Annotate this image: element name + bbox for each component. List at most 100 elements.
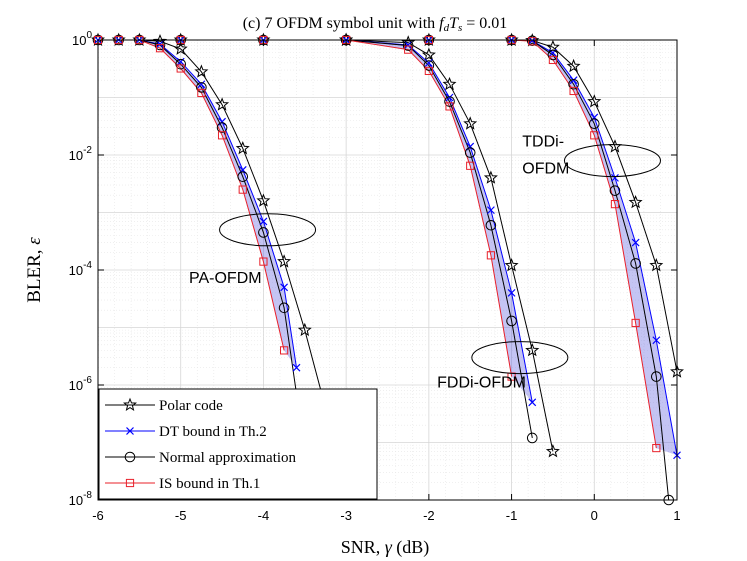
legend: Polar code DT bound in Th.2 Normal approxi… <box>98 388 378 500</box>
data-point-tddi-ofdm-polar-code <box>587 94 602 108</box>
series-line-fddi-ofdm-polar-code <box>180 40 554 452</box>
y-tick-label: 10-6 <box>69 375 93 393</box>
data-point-tddi-ofdm-is-bound-in-th-1 <box>590 131 599 140</box>
annotation-label: FDDi-OFDM <box>437 375 526 392</box>
data-point-pa-ofdm-normal-approximation <box>278 302 290 314</box>
data-point-pa-ofdm-is-bound-in-th-1 <box>259 257 268 266</box>
x-tick-label: -5 <box>175 508 187 523</box>
data-point-pa-ofdm-polar-code <box>173 41 188 55</box>
chart-title: (c) 7 OFDM symbol unit with fdTs = 0.01 <box>243 15 508 34</box>
series-line-pa-ofdm-is-bound-in-th-1 <box>98 40 285 351</box>
data-point-pa-ofdm-polar-code <box>194 64 209 78</box>
legend-item: DT bound in Th.2 <box>105 424 267 440</box>
data-point-fddi-ofdm-normal-approximation <box>506 315 517 327</box>
data-point-pa-ofdm-is-bound-in-th-1 <box>280 346 289 355</box>
data-point-fddi-ofdm-normal-approximation <box>485 219 497 231</box>
data-point-tddi-ofdm-normal-approximation <box>630 258 641 269</box>
data-point-tddi-ofdm-is-bound-in-th-1 <box>569 86 578 96</box>
data-point-fddi-ofdm-is-bound-in-th-1 <box>445 102 454 111</box>
legend-label: IS bound in Th.1 <box>159 476 260 492</box>
series-line-fddi-ofdm-normal-approximation <box>180 40 533 438</box>
x-tick-label: 0 <box>591 508 598 523</box>
x-tick-label: -4 <box>258 508 270 523</box>
annotation-label: OFDM <box>522 160 569 177</box>
series-line-pa-ofdm-normal-approximation <box>98 40 297 394</box>
data-point-pa-ofdm-dt-bound-in-th-2 <box>292 363 301 372</box>
group-ellipse <box>563 144 661 178</box>
data-point-pa-ofdm-dt-bound-in-th-2 <box>156 40 164 48</box>
data-point-tddi-ofdm-is-bound-in-th-1 <box>548 55 558 65</box>
data-point-pa-ofdm-dt-bound-in-th-2 <box>280 283 289 292</box>
data-point-fddi-ofdm-is-bound-in-th-1 <box>466 161 475 170</box>
data-point-tddi-ofdm-is-bound-in-th-1 <box>610 199 620 209</box>
group-ellipses <box>219 144 661 375</box>
y-tick-label: 100 <box>72 30 92 48</box>
y-axis-label: BLER, ε <box>24 237 45 303</box>
group-ellipse <box>471 341 569 375</box>
data-point-tddi-ofdm-normal-approximation <box>547 49 559 61</box>
data-point-pa-ofdm-normal-approximation <box>237 171 249 182</box>
x-tick-label: -1 <box>506 508 518 523</box>
data-point-fddi-ofdm-polar-code <box>504 258 519 272</box>
legend-item: IS bound in Th.1 <box>105 476 260 492</box>
data-point-fddi-ofdm-is-bound-in-th-1 <box>424 66 433 76</box>
data-point-pa-ofdm-normal-approximation <box>258 227 269 238</box>
data-point-pa-ofdm-dt-bound-in-th-2 <box>259 217 268 226</box>
data-point-pa-ofdm-dt-bound-in-th-2 <box>218 117 226 126</box>
annotation-label: PA-OFDM <box>189 270 262 287</box>
data-point-pa-ofdm-polar-code <box>256 193 271 207</box>
data-point-fddi-ofdm-normal-approximation <box>402 40 414 51</box>
y-tick-label: 10-2 <box>69 145 93 163</box>
legend-box <box>98 388 378 500</box>
data-point-fddi-ofdm-dt-bound-in-th-2 <box>404 41 413 49</box>
data-point-fddi-ofdm-polar-code <box>442 76 457 91</box>
y-tick-label: 10-8 <box>69 490 93 508</box>
data-point-tddi-ofdm-polar-code <box>628 195 643 209</box>
data-point-tddi-ofdm-is-bound-in-th-1 <box>631 318 640 328</box>
legend-marker <box>123 397 137 412</box>
data-point-pa-ofdm-normal-approximation <box>216 122 228 133</box>
data-point-pa-ofdm-polar-code <box>297 322 312 337</box>
data-point-pa-ofdm-normal-approximation <box>175 58 187 70</box>
annotations: PA-OFDM FDDi-OFDM TDDi- OFDM <box>189 134 569 392</box>
data-point-pa-ofdm-is-bound-in-th-1 <box>197 88 206 98</box>
legend-marker <box>125 478 135 488</box>
data-point-tddi-ofdm-dt-bound-in-th-2 <box>652 336 661 345</box>
data-point-fddi-ofdm-polar-code <box>421 47 436 61</box>
data-point-pa-ofdm-normal-approximation <box>196 82 207 93</box>
data-point-pa-ofdm-is-bound-in-th-1 <box>176 64 185 73</box>
legend-marker <box>124 451 136 463</box>
data-point-fddi-ofdm-polar-code <box>463 116 478 130</box>
series-line-fddi-ofdm-is-bound-in-th-1 <box>180 40 513 377</box>
legend-item: Normal approximation <box>105 450 297 466</box>
data-point-tddi-ofdm-polar-code <box>566 58 581 73</box>
series-line-tddi-ofdm-polar-code <box>346 40 677 372</box>
legend-label: Polar code <box>159 398 223 414</box>
data-point-fddi-ofdm-polar-code <box>483 170 498 184</box>
data-point-fddi-ofdm-is-bound-in-th-1 <box>404 45 413 54</box>
data-point-tddi-ofdm-polar-code <box>649 258 664 272</box>
data-point-fddi-ofdm-normal-approximation <box>464 147 476 158</box>
x-axis-label: SNR, γ (dB) <box>341 537 430 558</box>
x-tick-label: -2 <box>423 508 435 523</box>
data-point-tddi-ofdm-normal-approximation <box>651 371 662 382</box>
data-point-fddi-ofdm-normal-approximation <box>526 432 538 444</box>
data-point-tddi-ofdm-normal-approximation <box>609 185 621 196</box>
data-point-fddi-ofdm-dt-bound-in-th-2 <box>486 206 495 215</box>
x-tick-label: -3 <box>340 508 352 523</box>
data-point-pa-ofdm-polar-code <box>235 141 250 155</box>
data-point-fddi-ofdm-dt-bound-in-th-2 <box>528 398 537 407</box>
data-point-fddi-ofdm-polar-code <box>525 343 540 357</box>
data-point-tddi-ofdm-is-bound-in-th-1 <box>528 37 537 46</box>
data-point-fddi-ofdm-normal-approximation <box>423 60 435 71</box>
data-point-pa-ofdm-is-bound-in-th-1 <box>155 44 165 53</box>
data-point-pa-ofdm-polar-code <box>215 97 230 111</box>
series-line-tddi-ofdm-normal-approximation <box>346 40 670 500</box>
data-point-pa-ofdm-dt-bound-in-th-2 <box>197 80 206 89</box>
x-tick-label: -6 <box>92 508 104 523</box>
group-ellipse <box>219 213 317 247</box>
data-point-tddi-ofdm-dt-bound-in-th-2 <box>611 173 619 182</box>
series-markers <box>91 32 684 506</box>
legend-marker <box>126 427 134 435</box>
legend-label: Normal approximation <box>159 450 297 466</box>
